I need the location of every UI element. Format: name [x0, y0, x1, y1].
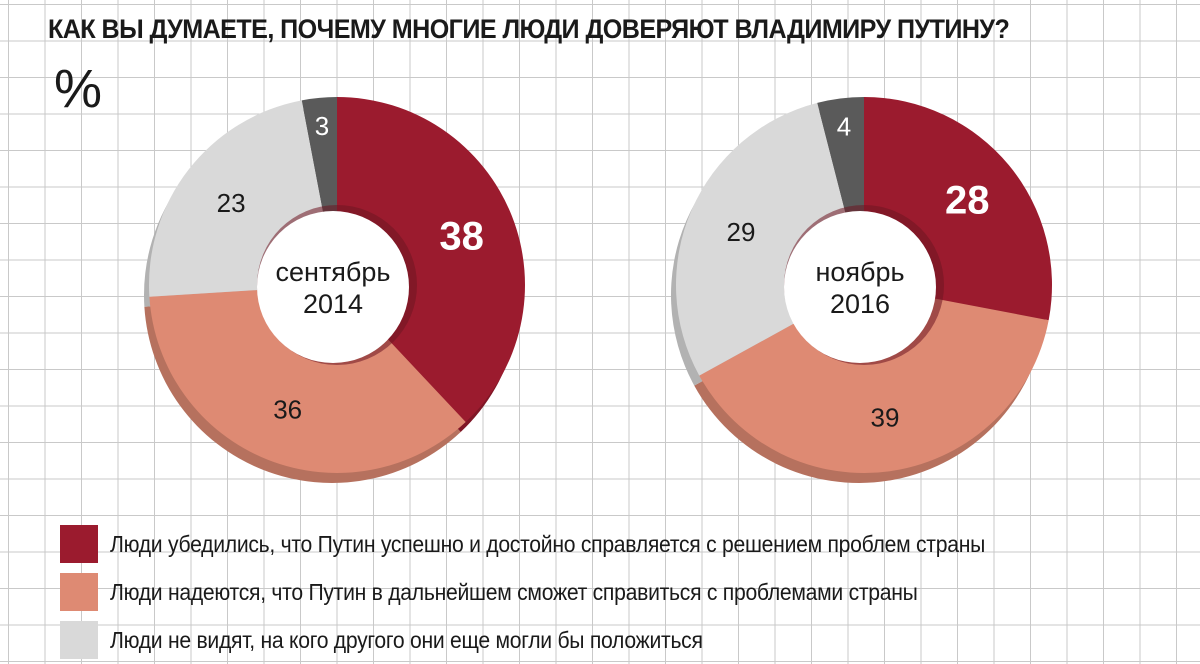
center-label-line-2: 2016 — [830, 289, 890, 319]
legend-item-convinced: Люди убедились, что Путин успешно и дост… — [60, 520, 1200, 568]
legend-item-hope: Люди надеются, что Путин в дальнейшем см… — [60, 568, 1200, 616]
chart-title: КАК ВЫ ДУМАЕТЕ, ПОЧЕМУ МНОГИЕ ЛЮДИ ДОВЕР… — [48, 14, 1010, 44]
legend: Люди убедились, что Путин успешно и дост… — [60, 520, 1200, 664]
slice-convinced — [864, 97, 1052, 321]
slice-other — [301, 97, 337, 215]
value-label-no_alternative: 23 — [217, 188, 246, 218]
slice-other — [817, 97, 864, 216]
center-hole — [257, 211, 409, 363]
slice-hope — [149, 289, 466, 473]
legend-swatch-convinced — [60, 525, 98, 563]
center-label-line-1: сентябрь — [276, 257, 391, 287]
legend-label-convinced: Люди убедились, что Путин успешно и дост… — [110, 530, 986, 557]
unit-label: % — [54, 59, 103, 119]
legend-swatch-hope — [60, 573, 98, 611]
slice-no_alternative — [148, 100, 324, 297]
legend-swatch-no-alternative — [60, 621, 98, 659]
value-label-hope: 36 — [273, 395, 302, 425]
legend-label-hope: Люди надеются, что Путин в дальнейшем см… — [110, 578, 918, 605]
legend-item-no-alternative: Люди не видят, на кого другого они еще м… — [60, 616, 1200, 664]
value-label-convinced: 28 — [945, 179, 990, 223]
value-label-other: 4 — [837, 111, 851, 141]
center-label-line-1: ноябрь — [815, 257, 904, 287]
slice-no_alternative — [676, 102, 847, 376]
legend-label-no-alternative: Люди не видят, на кого другого они еще м… — [110, 626, 703, 653]
center-hole — [784, 211, 936, 363]
value-label-no_alternative: 29 — [727, 217, 756, 247]
slice-hope — [699, 298, 1049, 474]
value-label-other: 3 — [315, 111, 329, 141]
slice-convinced — [337, 97, 525, 423]
center-label-line-2: 2014 — [303, 289, 363, 319]
value-label-convinced: 38 — [439, 215, 484, 259]
value-label-hope: 39 — [871, 402, 900, 432]
